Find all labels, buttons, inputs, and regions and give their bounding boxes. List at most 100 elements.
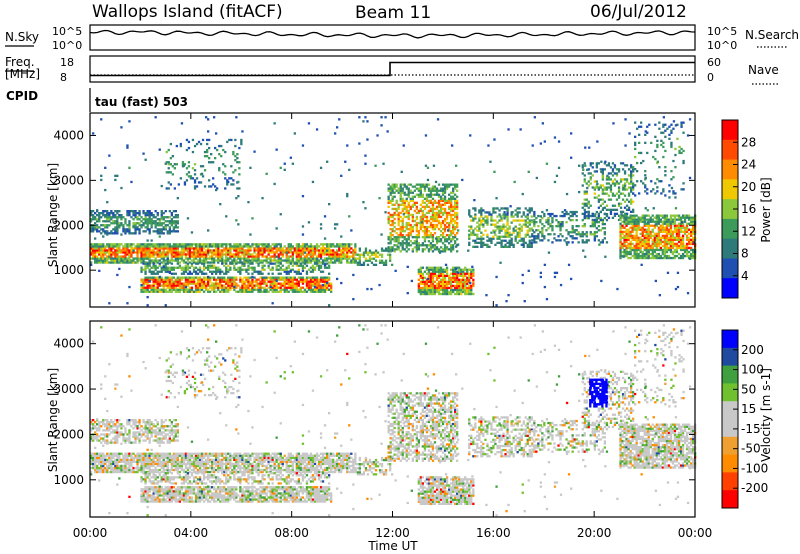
power-cell [180, 245, 184, 248]
power-cell [399, 250, 402, 253]
power-cell [516, 211, 519, 214]
power-cell [184, 243, 188, 246]
power-cell [443, 286, 447, 290]
power-cell [164, 282, 167, 285]
power-cell [431, 290, 435, 294]
power-cell [207, 278, 210, 281]
power-cell [526, 225, 529, 228]
power-cell [637, 236, 640, 239]
power-cell [665, 242, 669, 246]
power-cell [681, 242, 685, 246]
power-cell [240, 140, 243, 144]
power-cell [140, 278, 143, 281]
power-cell [170, 247, 173, 250]
power-cell [148, 290, 151, 293]
power-cell [291, 276, 294, 279]
power-cell [516, 213, 519, 216]
power-cell [126, 212, 129, 215]
power-cell [162, 290, 165, 293]
power-cell [397, 242, 400, 245]
power-cell [317, 255, 321, 258]
power-cell [681, 214, 685, 217]
power-cell [328, 245, 331, 248]
mode-label: tau (fast) 503 [95, 95, 188, 109]
power-cell [124, 220, 127, 223]
power-cell [196, 245, 200, 248]
power-cell [317, 253, 321, 256]
power-cell [235, 290, 238, 293]
power-cell [285, 290, 288, 293]
power-cell [575, 237, 578, 240]
power-cell [619, 256, 622, 260]
power-cell [621, 162, 625, 165]
power-cell [279, 262, 282, 265]
power-cell [144, 220, 147, 223]
power-cell [309, 253, 313, 256]
power-cell [681, 248, 685, 252]
power-cell [279, 284, 282, 287]
power-cell [631, 242, 634, 246]
power-cell [615, 208, 619, 211]
power-cell [186, 280, 190, 283]
power-cell [639, 236, 642, 239]
power-cell [474, 227, 477, 230]
power-cell [601, 241, 604, 244]
power-cell [613, 166, 617, 169]
power-cell [389, 201, 392, 204]
power-cell [259, 261, 262, 264]
power-cell [439, 209, 443, 213]
power-cell [397, 205, 400, 208]
power-cell [100, 245, 103, 248]
power-cell [184, 257, 188, 260]
power-cell [348, 245, 351, 248]
power-cell [340, 251, 343, 254]
power-cell [235, 262, 238, 265]
power-cell [340, 253, 343, 256]
power-cell [659, 254, 662, 258]
power-cell [661, 234, 664, 237]
power-cell [336, 253, 339, 256]
power-cell [174, 266, 177, 269]
power-cell [401, 236, 404, 239]
power-cell [281, 284, 284, 287]
power-cell [168, 230, 171, 233]
power-cell [162, 245, 165, 248]
power-cell [496, 215, 499, 218]
power-cell [346, 249, 349, 252]
power-cell [669, 224, 673, 227]
power-cell [663, 252, 666, 256]
power-cell [287, 261, 290, 264]
power-cell [237, 251, 240, 254]
power-cell [319, 255, 323, 258]
power-cell [541, 227, 544, 230]
power-cell [196, 278, 200, 281]
power-cell [170, 251, 173, 254]
power-cell [667, 236, 671, 239]
power-cell [219, 272, 222, 275]
power-cell [219, 268, 222, 271]
power-cell [255, 270, 258, 273]
power-cell [659, 238, 662, 241]
power-cell [176, 278, 179, 281]
cpid-label: CPID [6, 89, 38, 103]
power-cell [194, 262, 198, 265]
power-cell [397, 217, 400, 221]
power-cell [387, 253, 390, 256]
power-cell [630, 180, 633, 183]
power-cell [92, 243, 95, 246]
power-cell [313, 280, 317, 283]
power-cell [245, 245, 248, 248]
power-cell [354, 261, 357, 264]
power-cell [657, 222, 660, 225]
power-cell [162, 212, 165, 215]
power-cell [150, 222, 153, 225]
power-cell [142, 268, 145, 271]
power-cell [389, 250, 392, 253]
power-cell [239, 278, 242, 281]
power-cell [178, 245, 181, 248]
power-cell [460, 278, 463, 281]
power-cell [152, 245, 155, 248]
power-cell [452, 230, 455, 233]
power-cell [393, 217, 396, 221]
power-cell [253, 259, 256, 262]
